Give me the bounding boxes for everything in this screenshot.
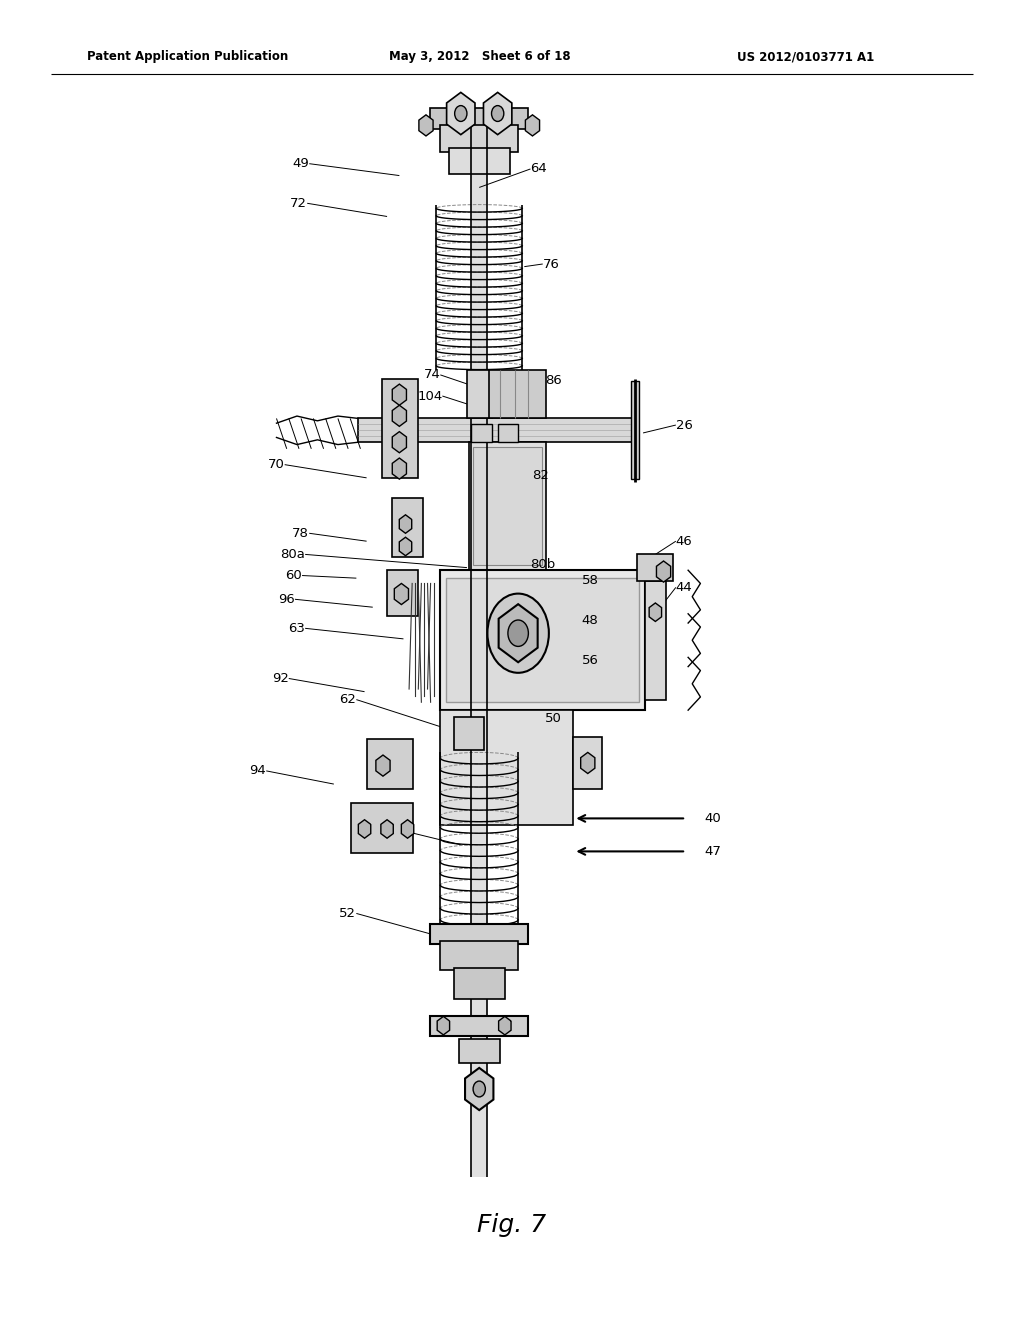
Circle shape (473, 1081, 485, 1097)
Text: Fig. 7: Fig. 7 (477, 1213, 547, 1237)
Bar (440, 710, 573, 825)
Text: 52: 52 (339, 907, 356, 920)
Polygon shape (499, 1016, 511, 1035)
Bar (351, 803, 413, 853)
Circle shape (455, 106, 467, 121)
Text: 92: 92 (272, 672, 289, 685)
Text: 62: 62 (340, 693, 356, 706)
Text: 47: 47 (705, 845, 721, 858)
Bar (498, 424, 518, 442)
Text: 72: 72 (290, 197, 307, 210)
Text: US 2012/0103771 A1: US 2012/0103771 A1 (737, 50, 874, 63)
Bar (489, 370, 546, 418)
Text: May 3, 2012   Sheet 6 of 18: May 3, 2012 Sheet 6 of 18 (389, 50, 570, 63)
Bar (631, 381, 639, 479)
Text: 40: 40 (705, 812, 721, 825)
Polygon shape (483, 92, 512, 135)
Polygon shape (581, 752, 595, 774)
Text: 48: 48 (582, 614, 598, 627)
Text: 80b: 80b (530, 558, 556, 572)
Circle shape (487, 594, 549, 673)
Polygon shape (419, 115, 433, 136)
Polygon shape (392, 432, 407, 453)
Bar (467, 370, 492, 418)
Bar (367, 739, 413, 789)
Bar (573, 737, 602, 789)
Text: 63: 63 (289, 622, 305, 635)
Polygon shape (392, 384, 407, 405)
Polygon shape (392, 458, 407, 479)
Bar (446, 578, 639, 702)
Text: 46: 46 (676, 535, 692, 548)
Bar (449, 148, 510, 174)
Polygon shape (376, 755, 390, 776)
Polygon shape (399, 515, 412, 533)
Text: 94: 94 (250, 764, 266, 777)
Bar (358, 418, 635, 442)
Polygon shape (392, 405, 407, 426)
Text: 70: 70 (268, 458, 285, 471)
Text: 80a: 80a (281, 548, 305, 561)
Circle shape (508, 620, 528, 647)
Text: 60: 60 (286, 569, 302, 582)
Text: 104: 104 (417, 389, 442, 403)
Bar (473, 447, 542, 565)
Text: 74: 74 (424, 368, 440, 381)
Polygon shape (525, 115, 540, 136)
Text: 76: 76 (543, 257, 559, 271)
Bar (454, 717, 484, 750)
Text: 82: 82 (532, 469, 549, 482)
Text: 86: 86 (545, 374, 561, 387)
Text: Patent Application Publication: Patent Application Publication (87, 50, 289, 63)
Bar (387, 570, 418, 616)
Polygon shape (649, 603, 662, 622)
Bar (440, 125, 518, 152)
Text: 50: 50 (545, 711, 561, 725)
Bar (392, 498, 423, 557)
Bar (459, 1039, 500, 1063)
Bar (430, 108, 528, 129)
Text: 44: 44 (676, 581, 692, 594)
Polygon shape (401, 820, 414, 838)
Text: 49: 49 (293, 157, 309, 170)
Text: 26: 26 (676, 418, 692, 432)
Bar (469, 442, 546, 570)
Bar (454, 968, 505, 999)
Text: 64: 64 (530, 162, 547, 176)
Polygon shape (656, 561, 671, 582)
Bar (471, 121, 487, 1177)
Polygon shape (399, 537, 412, 556)
Bar (440, 570, 645, 710)
Circle shape (492, 106, 504, 121)
Polygon shape (394, 583, 409, 605)
Bar (382, 379, 418, 478)
Bar (440, 941, 518, 970)
Polygon shape (437, 1016, 450, 1035)
Text: 54: 54 (369, 820, 385, 833)
Polygon shape (446, 92, 475, 135)
Text: 78: 78 (293, 527, 309, 540)
Bar (471, 424, 492, 442)
Text: 56: 56 (582, 653, 598, 667)
Bar (637, 554, 673, 581)
Polygon shape (465, 1068, 494, 1110)
Text: 58: 58 (582, 574, 598, 587)
Polygon shape (381, 820, 393, 838)
Text: 96: 96 (279, 593, 295, 606)
Bar (430, 924, 528, 944)
Bar (430, 1016, 528, 1036)
Polygon shape (358, 820, 371, 838)
Polygon shape (499, 605, 538, 663)
Bar (645, 581, 666, 700)
